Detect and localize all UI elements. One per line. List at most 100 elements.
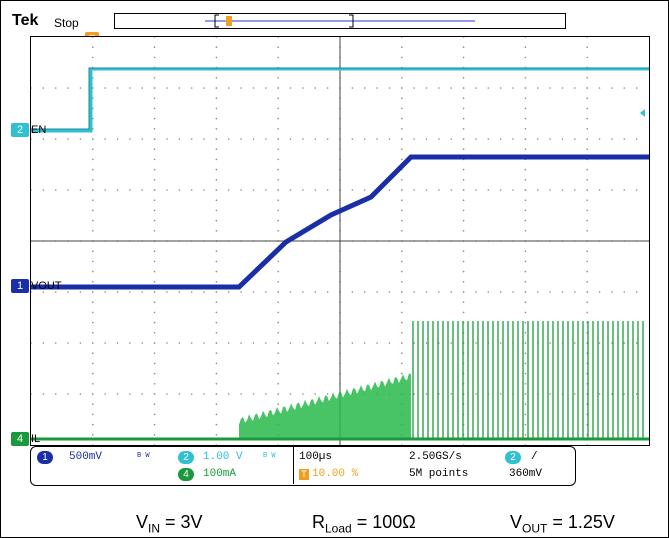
grid-dot [401, 281, 403, 283]
grid-dot [401, 230, 403, 232]
grid-dot [450, 342, 453, 344]
grid-dot [462, 281, 465, 283]
grid-dot [153, 342, 156, 344]
grid-dot [326, 342, 329, 344]
grid-dot [524, 383, 527, 385]
grid-dot [215, 138, 218, 140]
grid-dot [586, 138, 588, 140]
grid-dot [92, 444, 94, 446]
ch1-ground-marker[interactable]: 1 [11, 279, 29, 293]
grid-dot [401, 46, 403, 48]
ch2-scale[interactable]: 1.00 V [203, 451, 243, 463]
grid-dot [277, 189, 279, 191]
grid-dot [623, 342, 626, 344]
grid-dot [413, 189, 415, 191]
ch4-scale[interactable]: 100mA [203, 468, 237, 480]
grid-dot [215, 321, 218, 324]
grid-dot [462, 270, 465, 273]
grid-dot [277, 87, 279, 89]
grid-dot [462, 97, 465, 99]
grid-dot [586, 219, 588, 222]
grid-dot [79, 342, 82, 344]
grid-dot [586, 291, 588, 293]
grid-dot [215, 281, 218, 283]
grid-dot [401, 270, 403, 273]
grid-dot [524, 230, 527, 232]
grid-dot [92, 219, 94, 222]
grid-dot [153, 383, 156, 385]
grid-dot [574, 138, 576, 140]
ch2-right-reference-arrow [640, 109, 645, 117]
rload-condition: RLoad = 100Ω [312, 512, 416, 536]
grid-dot [586, 46, 588, 48]
grid-dot [512, 138, 514, 140]
grid-dot [302, 189, 304, 191]
grid-dot [363, 291, 366, 293]
grid-dot [462, 199, 465, 201]
grid-dot [240, 189, 242, 191]
grid-dot [289, 291, 292, 293]
grid-dot [166, 393, 168, 395]
grid-dot [92, 199, 94, 201]
grid-dot [487, 138, 490, 140]
grid-dot [277, 270, 279, 273]
grid-dot [462, 230, 465, 232]
grid-dot [450, 393, 453, 395]
grid-dot [314, 189, 317, 191]
grid-dot [166, 87, 168, 89]
grid-dot [388, 291, 391, 293]
grid-dot [462, 444, 465, 446]
trigger-level[interactable]: 360mV [509, 468, 543, 480]
grid-dot [92, 209, 94, 212]
grid-dot [363, 342, 366, 344]
grid-dot [635, 189, 638, 191]
trigger-position[interactable]: 10.00 % [312, 468, 359, 480]
grid-dot [215, 413, 218, 416]
grid-dot [153, 87, 156, 89]
grid-dot [92, 372, 94, 375]
grid-dot [401, 179, 403, 181]
grid-dot [475, 393, 477, 395]
waveform-display[interactable] [30, 36, 650, 446]
grid-dot [252, 291, 255, 293]
grid-dot [401, 199, 403, 201]
trigger-source-badge[interactable]: 2 [505, 451, 521, 464]
grid-dot [425, 138, 428, 140]
grid-dot [401, 209, 403, 212]
grid-dot [153, 281, 156, 283]
waveform-canvas [30, 36, 649, 446]
grid-dot [92, 189, 94, 191]
ch4-il-ramp-envelope [239, 373, 411, 439]
grid-dot [153, 77, 156, 79]
ch4-badge[interactable]: 4 [178, 468, 194, 481]
ch4-ground-marker[interactable]: 4 [11, 432, 29, 446]
grid-dot [129, 189, 131, 191]
grid-dot [598, 189, 601, 191]
grid-dot [153, 56, 156, 59]
grid-dot [277, 383, 279, 385]
grid-dot [623, 291, 626, 293]
grid-dot [277, 230, 279, 232]
grid-dot [252, 189, 255, 191]
grid-dot [586, 311, 588, 314]
grid-dot [252, 393, 255, 395]
grid-dot [277, 168, 279, 171]
grid-dot [462, 250, 465, 252]
ch1-badge[interactable]: 1 [37, 451, 53, 464]
grid-dot [611, 189, 613, 191]
grid-dot [277, 219, 279, 222]
grid-dot [401, 444, 403, 446]
trigger-slope-icon: / [531, 451, 538, 463]
grid-dot [129, 291, 131, 293]
grid-dot [92, 383, 94, 385]
timebase-scale[interactable]: 100µs [299, 451, 333, 463]
ch2-badge[interactable]: 2 [178, 451, 194, 464]
ch2-ground-marker[interactable]: 2 [11, 123, 29, 137]
grid-dot [277, 260, 279, 263]
grid-dot [215, 97, 218, 99]
grid-dot [153, 270, 156, 273]
grid-dot [92, 158, 94, 161]
grid-dot [549, 87, 551, 89]
ch1-scale[interactable]: 500mV [69, 451, 103, 463]
grid-dot [153, 199, 156, 201]
